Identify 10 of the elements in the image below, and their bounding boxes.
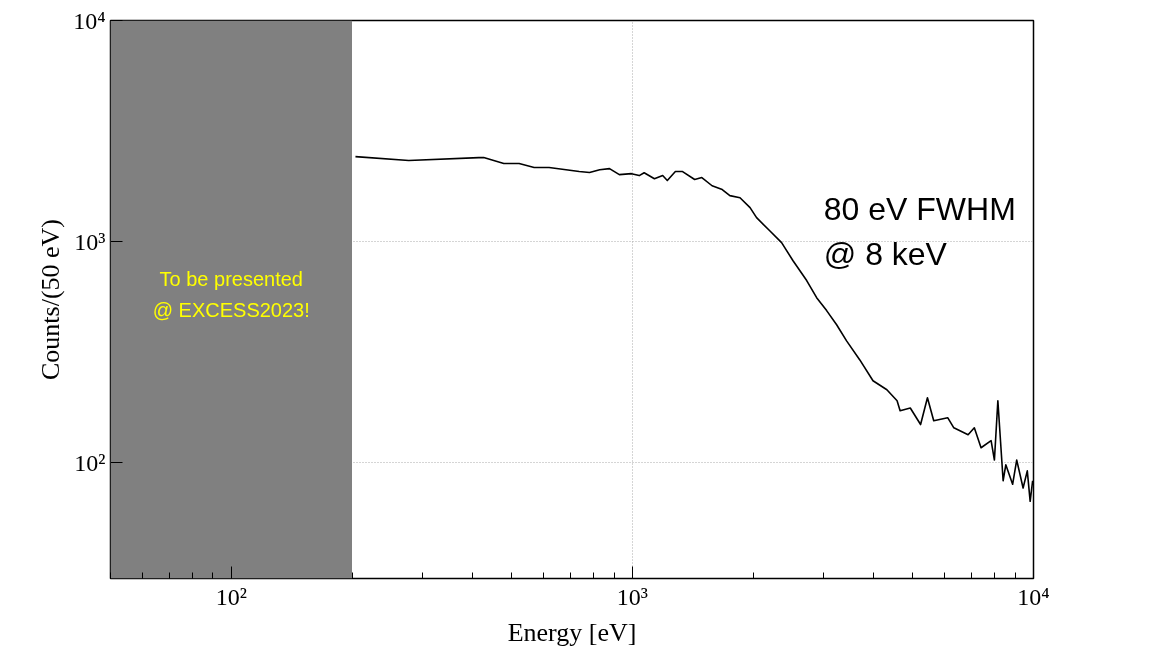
- x-tick-label: 10²: [215, 583, 247, 610]
- y-tick-label: 10²: [74, 449, 106, 476]
- y-axis-title: Counts/(50 eV): [36, 218, 66, 381]
- annotation: 80 eV FWHM @ 8 keV: [823, 190, 1016, 272]
- x-axis-title: Energy [eV]: [507, 617, 637, 647]
- x-tick-label: 10⁴: [1017, 583, 1050, 610]
- y-tick-label: 10⁴: [73, 7, 106, 34]
- x-tick-label: 10³: [616, 583, 648, 610]
- band-label: To be presented @ EXCESS2023!: [152, 268, 310, 322]
- y-tick-label: 10³: [74, 228, 106, 255]
